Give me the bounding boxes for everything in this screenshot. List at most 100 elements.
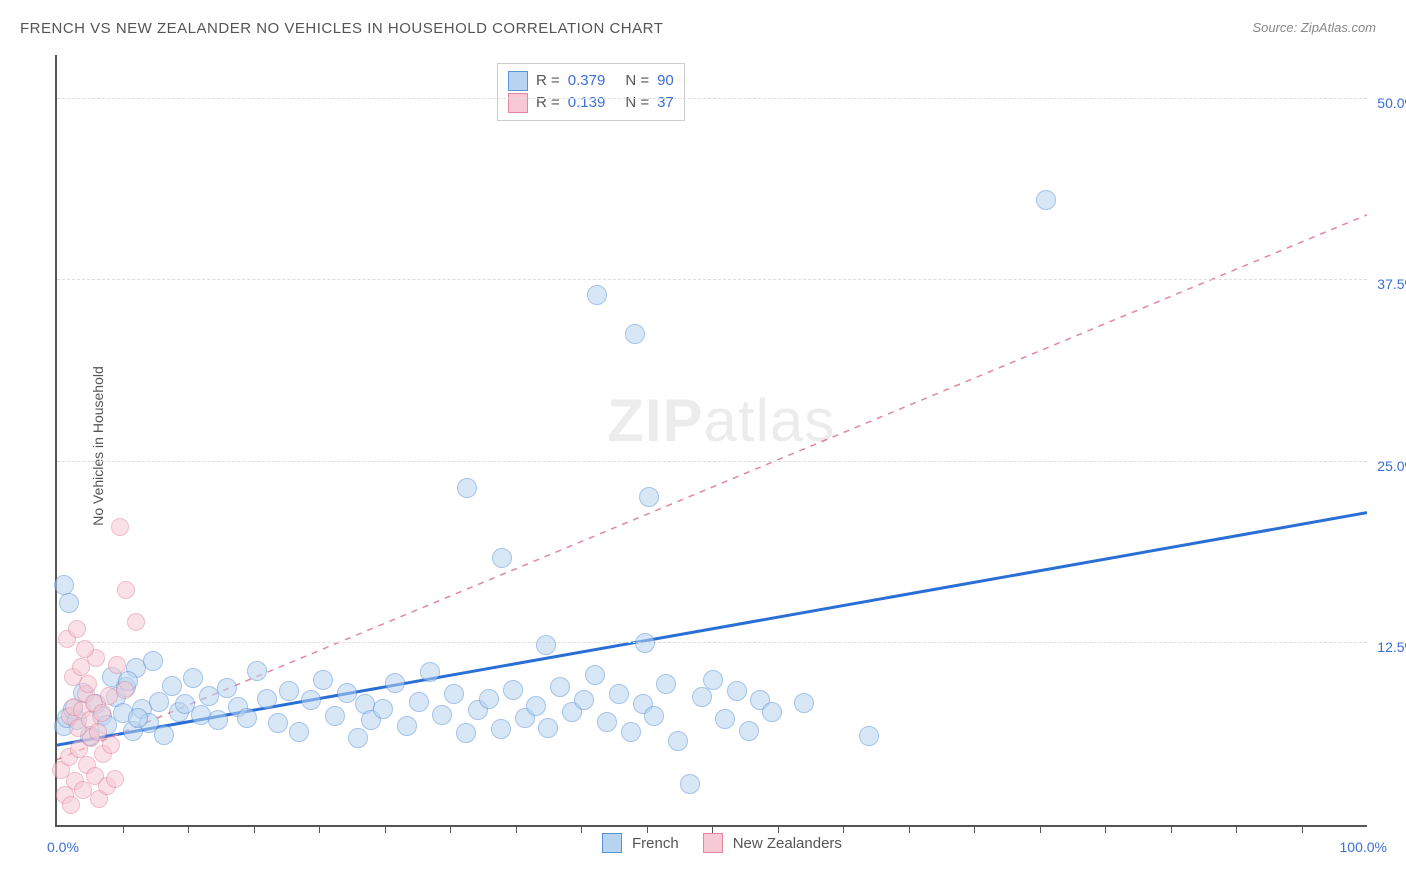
data-point xyxy=(208,710,228,730)
data-point xyxy=(409,692,429,712)
legend-swatch xyxy=(703,833,723,853)
legend-r-value: 0.379 xyxy=(568,70,606,92)
x-tick xyxy=(254,825,255,833)
data-point xyxy=(456,723,476,743)
data-point xyxy=(739,721,759,741)
data-point xyxy=(106,770,124,788)
data-point xyxy=(794,693,814,713)
x-tick xyxy=(1105,825,1106,833)
correlation-legend: R = 0.379N = 90R = 0.139N = 37 xyxy=(497,63,685,121)
legend-r-label: R = xyxy=(536,70,560,92)
data-point xyxy=(301,690,321,710)
chart-title: FRENCH VS NEW ZEALANDER NO VEHICLES IN H… xyxy=(20,20,663,37)
x-tick xyxy=(647,825,648,833)
x-tick xyxy=(909,825,910,833)
data-point xyxy=(680,774,700,794)
x-tick xyxy=(843,825,844,833)
data-point xyxy=(668,731,688,751)
data-point xyxy=(373,699,393,719)
data-point xyxy=(93,704,111,722)
x-tick xyxy=(712,825,713,833)
data-point xyxy=(550,677,570,697)
gridline-h xyxy=(57,98,1367,99)
data-point xyxy=(625,324,645,344)
data-point xyxy=(143,651,163,671)
data-point xyxy=(727,681,747,701)
y-tick-label: 12.5% xyxy=(1377,639,1406,655)
legend-n-value: 37 xyxy=(657,92,674,114)
data-point xyxy=(289,722,309,742)
watermark-rest: atlas xyxy=(704,387,836,454)
x-tick xyxy=(123,825,124,833)
gridline-h xyxy=(57,461,1367,462)
y-tick-label: 25.0% xyxy=(1377,458,1406,474)
data-point xyxy=(162,676,182,696)
data-point xyxy=(111,518,129,536)
data-point xyxy=(117,581,135,599)
data-point xyxy=(149,692,169,712)
x-tick xyxy=(778,825,779,833)
data-point xyxy=(536,635,556,655)
data-point xyxy=(397,716,417,736)
data-point xyxy=(79,675,97,693)
x-tick xyxy=(1236,825,1237,833)
data-point xyxy=(859,726,879,746)
data-point xyxy=(609,684,629,704)
x-tick xyxy=(516,825,517,833)
x-tick xyxy=(188,825,189,833)
data-point xyxy=(491,719,511,739)
data-point xyxy=(587,285,607,305)
x-tick xyxy=(385,825,386,833)
legend-n-value: 90 xyxy=(657,70,674,92)
data-point xyxy=(62,796,80,814)
x-tick xyxy=(450,825,451,833)
data-point xyxy=(621,722,641,742)
data-point xyxy=(128,708,148,728)
data-point xyxy=(247,661,267,681)
data-point xyxy=(597,712,617,732)
data-point xyxy=(237,708,257,728)
data-point xyxy=(154,725,174,745)
data-point xyxy=(385,673,405,693)
gridline-h xyxy=(57,279,1367,280)
data-point xyxy=(337,683,357,703)
data-point xyxy=(715,709,735,729)
data-point xyxy=(217,678,237,698)
data-point xyxy=(348,728,368,748)
data-point xyxy=(183,668,203,688)
x-tick-label-max: 100.0% xyxy=(1340,839,1387,855)
data-point xyxy=(656,674,676,694)
legend-series-label: New Zealanders xyxy=(733,835,842,852)
data-point xyxy=(420,662,440,682)
data-point xyxy=(108,656,126,674)
data-point xyxy=(268,713,288,733)
data-point xyxy=(116,681,134,699)
x-tick xyxy=(1302,825,1303,833)
data-point xyxy=(644,706,664,726)
x-tick xyxy=(1171,825,1172,833)
x-tick xyxy=(581,825,582,833)
data-point xyxy=(89,723,107,741)
data-point xyxy=(585,665,605,685)
legend-n-label: N = xyxy=(625,92,649,114)
x-tick xyxy=(974,825,975,833)
data-point xyxy=(325,706,345,726)
data-point xyxy=(313,670,333,690)
x-tick-label-min: 0.0% xyxy=(47,839,79,855)
data-point xyxy=(574,690,594,710)
legend-series-label: French xyxy=(632,835,679,852)
data-point xyxy=(1036,190,1056,210)
data-point xyxy=(102,736,120,754)
data-point xyxy=(432,705,452,725)
watermark-bold: ZIP xyxy=(607,387,703,454)
data-point xyxy=(492,548,512,568)
data-point xyxy=(127,613,145,631)
x-tick xyxy=(1040,825,1041,833)
legend-swatch xyxy=(508,93,528,113)
data-point xyxy=(279,681,299,701)
data-point xyxy=(692,687,712,707)
watermark: ZIPatlas xyxy=(607,386,835,455)
data-point xyxy=(526,696,546,716)
legend-n-label: N = xyxy=(625,70,649,92)
legend-row: R = 0.379 N = 90 xyxy=(508,70,674,92)
